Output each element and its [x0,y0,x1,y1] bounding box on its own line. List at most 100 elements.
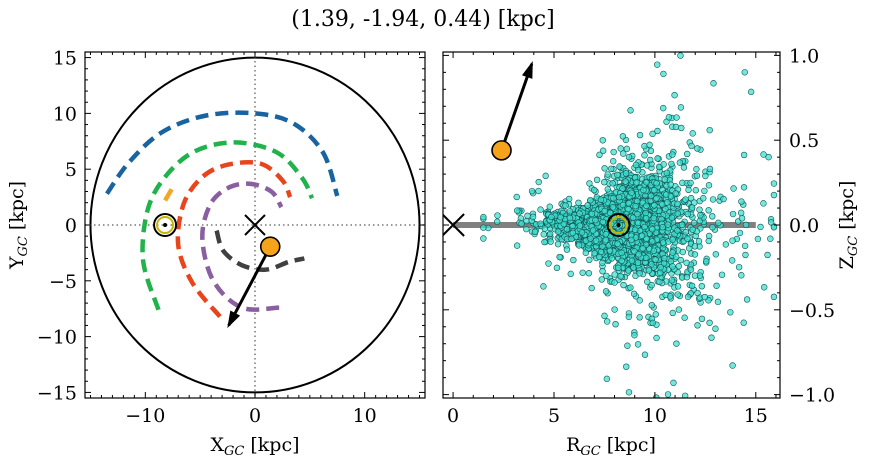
star-point [611,279,618,286]
star-point [650,247,658,254]
star-point [714,298,722,306]
star-point [715,219,722,227]
galactic-center-marker [244,214,266,236]
star-point [610,158,617,165]
star-point [649,319,656,327]
y-tick-label: 15 [53,48,77,70]
star-point [691,251,699,258]
star-point [603,318,611,325]
star-point [635,219,642,227]
star-point [710,80,717,87]
star-point [578,229,586,236]
star-point [625,267,632,274]
star-point [576,210,583,217]
star-point [757,223,764,231]
star-point [741,69,748,76]
star-point [705,237,712,245]
star-point [634,210,641,218]
star-point [638,232,646,239]
star-point [575,242,583,249]
star-point [764,251,771,259]
star-point [642,215,650,222]
star-point [708,334,715,341]
star-point [649,225,656,233]
y-tick-label: −10 [37,327,77,349]
star-point [602,288,610,295]
star-point [557,213,564,221]
star-point [576,222,584,229]
star-point [641,223,648,231]
star-point [567,270,574,278]
star-point [610,195,617,202]
star-point [652,311,659,318]
star-point [650,214,657,222]
star-point [653,334,660,342]
star-point [611,271,618,278]
star-point [599,259,606,266]
star-point [701,187,708,195]
star-point [596,151,603,159]
star-point [669,151,676,158]
star-point [625,206,632,213]
star-point [566,208,574,215]
star-point [679,248,687,256]
star-point [668,277,676,284]
star-point [604,186,611,193]
x-tick-label: 10 [643,405,667,427]
star-point [742,251,749,259]
star-point [631,226,639,233]
rz-panel: 0 5 10 15 −1.0 −0.5 0.0 0.5 1.0 RGC [kpc] ZGC [k… [442,45,861,459]
star-point [691,272,699,279]
star-point [592,237,600,244]
star-point [747,88,755,96]
star-point [668,214,676,221]
star-point [633,179,640,186]
star-point [575,199,582,207]
star-point [742,221,750,228]
star-point [678,221,686,229]
star-point [625,313,633,321]
star-point [688,142,695,150]
star-point [625,389,633,396]
star-point [738,215,746,222]
star-point [674,210,681,217]
star-point [677,104,685,111]
star-point [765,153,772,161]
star-point [689,130,696,137]
rz-xlabel: RGC [kpc] [566,434,656,459]
x-tick-label: 0 [249,405,261,427]
star-point [601,207,608,215]
star-point [494,212,501,219]
x-tick-label: 15 [744,405,768,427]
star-point [694,289,701,297]
star-point [546,203,553,210]
star-point [541,225,549,232]
star-point [646,141,653,149]
star-point [656,269,664,276]
sun-marker-ring [609,216,628,234]
star-point [641,152,648,159]
star-point [579,269,586,276]
star-point [623,145,631,153]
star-point [601,312,608,320]
star-point [596,253,603,261]
spiral-arm-2 [140,140,315,311]
star-point [636,131,644,139]
star-point [535,178,542,186]
star-point [556,253,563,261]
star-point [709,223,716,231]
star-point [636,270,643,277]
star-point [661,254,668,262]
xy-ticks: −10 0 10 −15 −10 −5 0 5 10 15 [37,48,425,427]
star-point [609,180,616,187]
star-point [669,263,676,270]
star-point [703,258,710,265]
star-point [582,249,590,256]
star-point [760,200,767,207]
star-point [599,137,606,144]
velocity-arrow-shaft [227,245,272,327]
star-point [738,272,745,279]
star-point [591,186,598,194]
velocity-arrow-shaft [500,63,534,151]
star-point [665,114,673,121]
